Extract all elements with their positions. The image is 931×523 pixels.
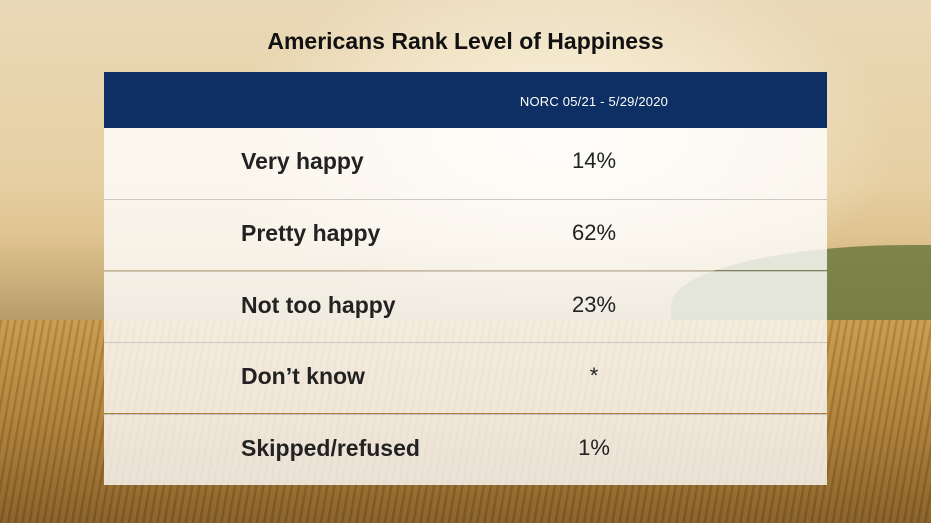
table-row: Don’t know * <box>104 342 827 414</box>
row-value: 62% <box>571 220 617 246</box>
table-row: Not too happy 23% <box>104 270 827 342</box>
happiness-table: NORC 05/21 - 5/29/2020 Very happy 14% Pret… <box>104 72 827 485</box>
row-label: Pretty happy <box>241 220 381 247</box>
column-header-source: NORC 05/21 - 5/29/2020 <box>519 94 669 109</box>
table-row: Skipped/refused 1% <box>104 413 827 485</box>
row-label: Don’t know <box>241 363 365 390</box>
row-value: 1% <box>578 434 610 460</box>
table-row: Pretty happy 62% <box>104 199 827 271</box>
row-value: 23% <box>571 291 617 317</box>
chart-title: Americans Rank Level of Happiness <box>267 28 664 54</box>
row-label: Skipped/refused <box>241 434 420 461</box>
row-label: Not too happy <box>241 291 396 318</box>
row-value: * <box>589 363 599 389</box>
table-header: NORC 05/21 - 5/29/2020 <box>104 72 827 128</box>
table-row: Very happy 14% <box>104 128 827 199</box>
row-label: Very happy <box>241 148 364 174</box>
row-value: 14% <box>571 148 617 173</box>
